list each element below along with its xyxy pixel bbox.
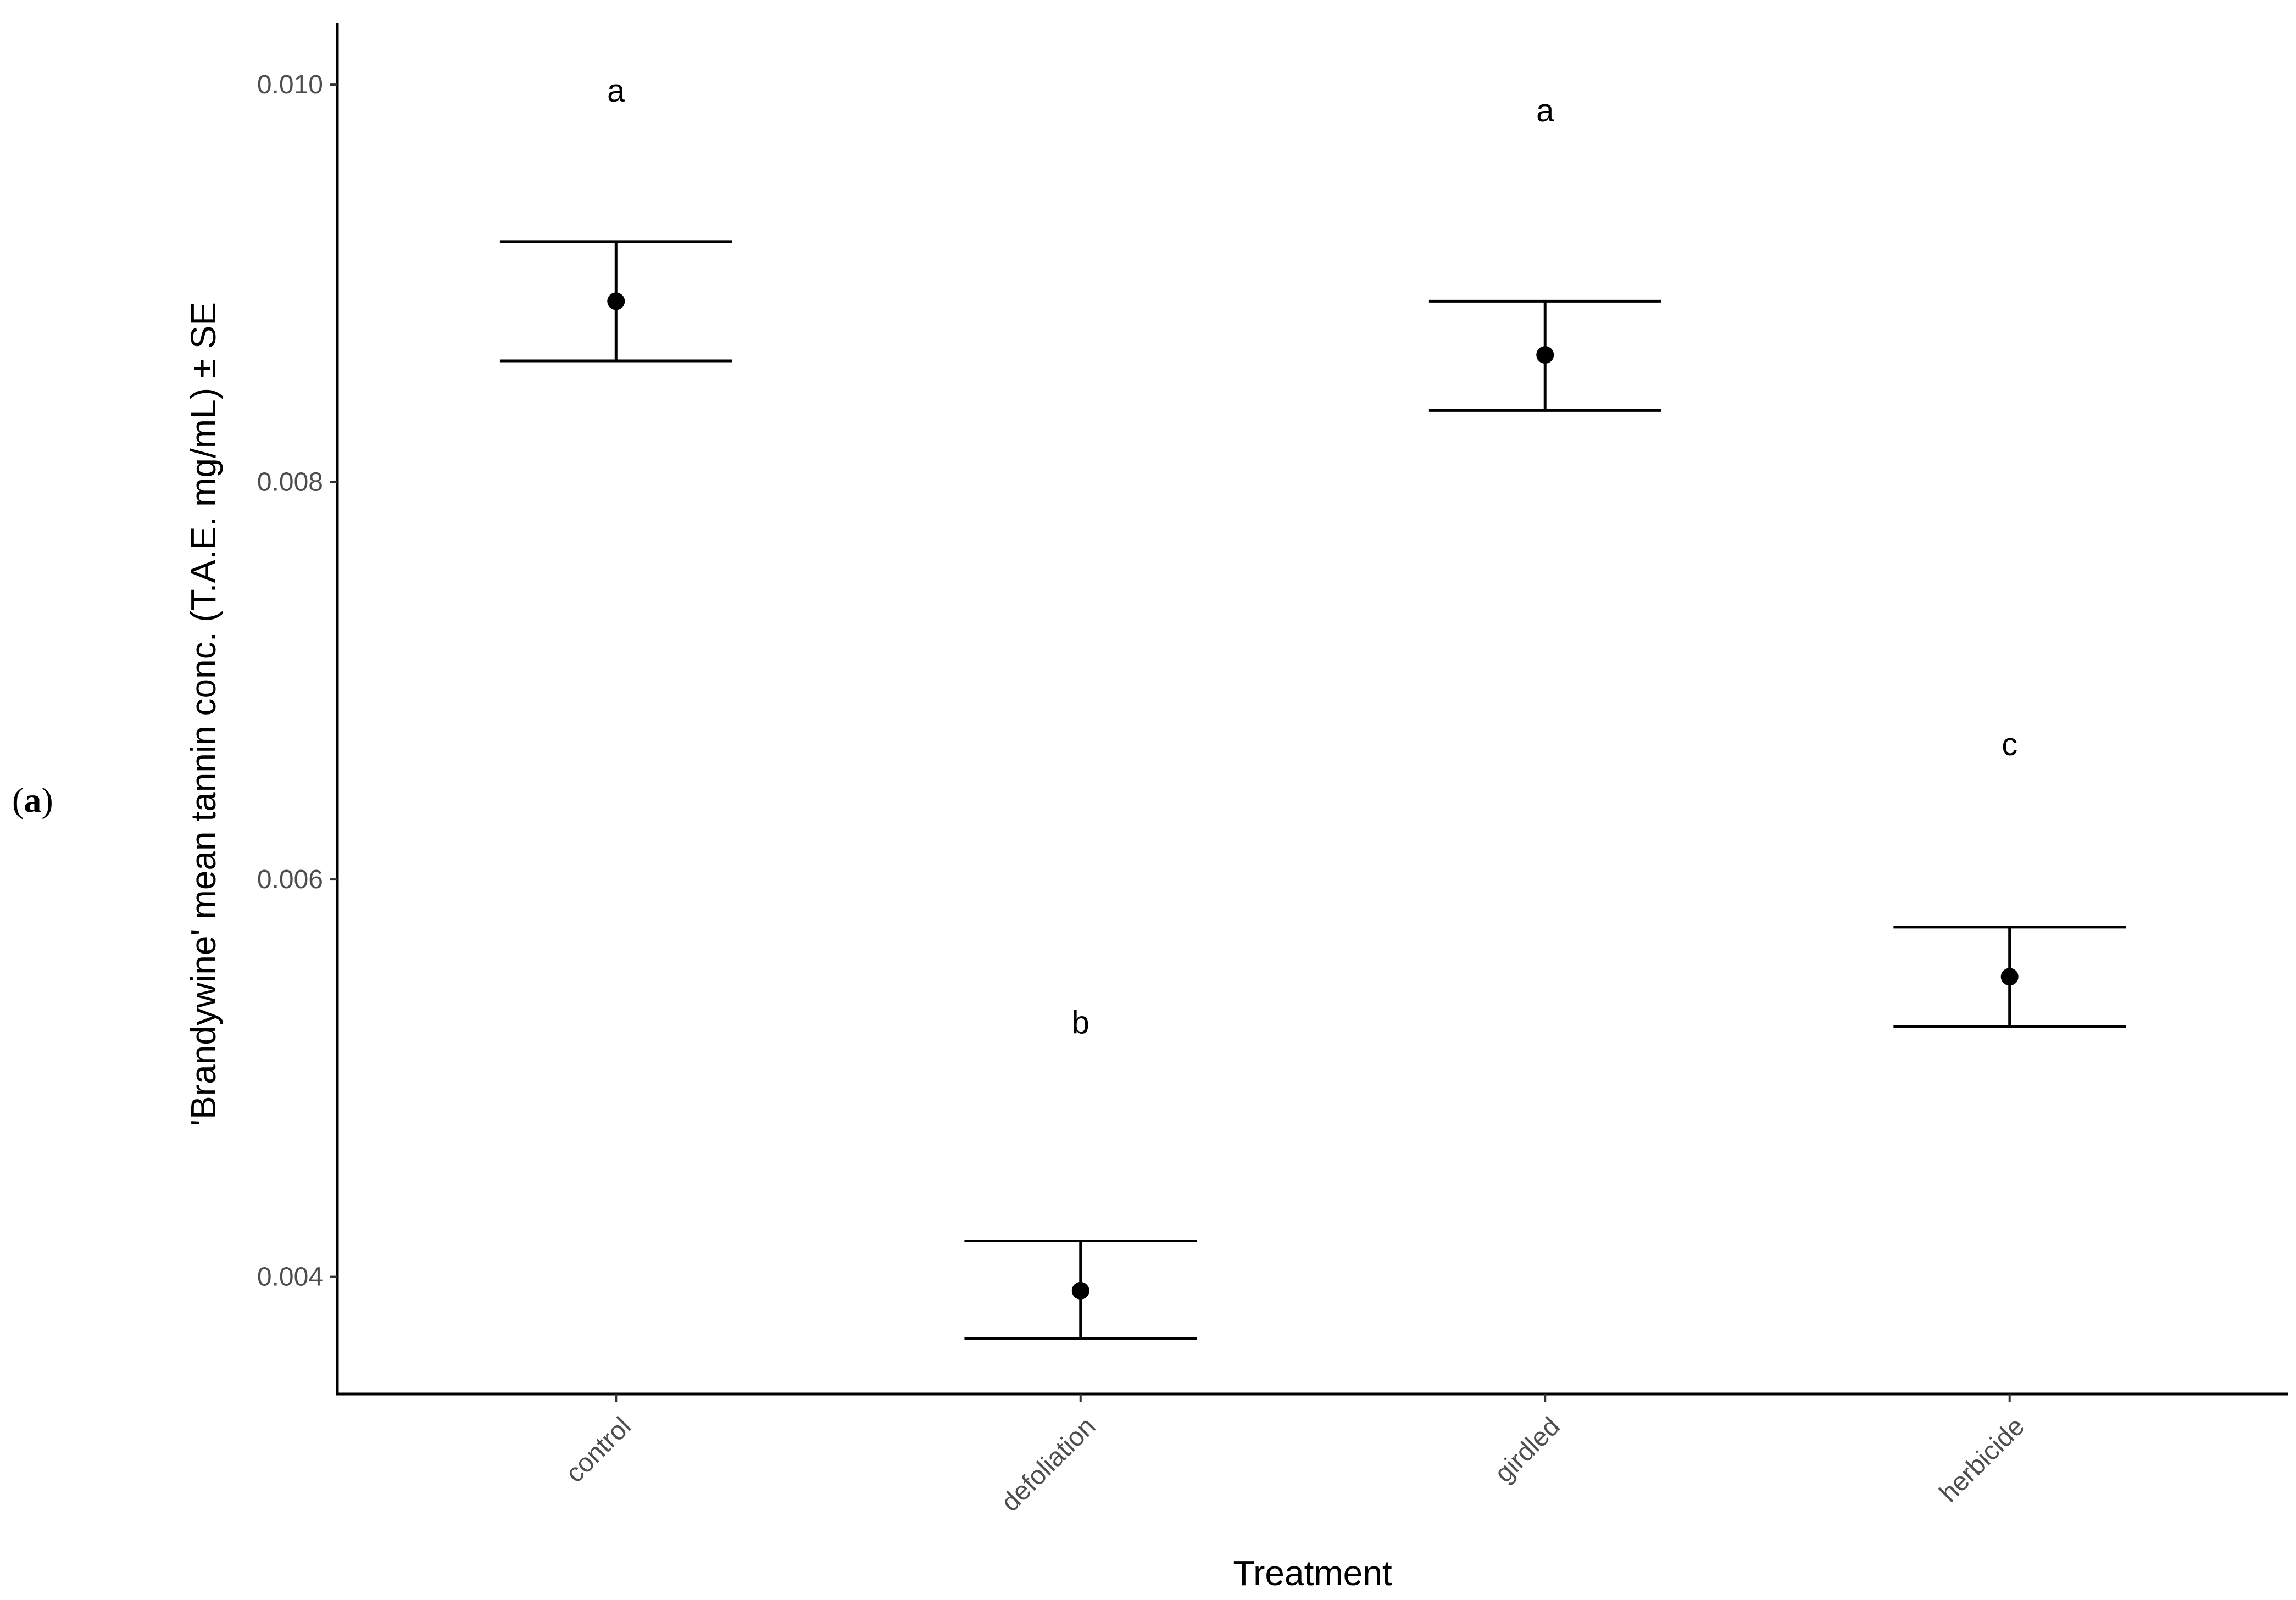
mean-points (607, 292, 2019, 1300)
x-tick-label: herbicide (1934, 1412, 2030, 1508)
x-tick-label: control (560, 1412, 637, 1488)
y-ticks: 0.004 0.006 0.008 0.010 (257, 70, 337, 1292)
mean-point (1536, 346, 1554, 364)
axes (336, 23, 2288, 1396)
significance-letter: c (2002, 727, 2017, 762)
y-tick-label: 0.008 (257, 468, 323, 497)
significance-letter: a (607, 73, 625, 109)
y-tick-label: 0.006 (257, 865, 323, 894)
x-axis-title: Treatment (1233, 1553, 1392, 1593)
significance-letter: a (1536, 93, 1554, 129)
mean-point (607, 292, 625, 310)
significance-letter: b (1072, 1005, 1089, 1041)
mean-point (1071, 1281, 1089, 1300)
y-axis-title: 'Brandywine' mean tannin conc. (T.A.E. m… (184, 302, 223, 1126)
x-tick-label: defoliation (996, 1412, 1101, 1517)
x-ticks: control defoliation girdled herbicide (560, 1394, 2030, 1518)
y-tick-label: 0.004 (257, 1263, 323, 1292)
mean-point (2000, 968, 2019, 986)
error-bars (499, 240, 2126, 1340)
y-tick-label: 0.010 (257, 70, 323, 99)
significance-letters: a b a c (607, 73, 2017, 1041)
x-tick-label: girdled (1489, 1412, 1566, 1488)
panel-label: (a) (12, 781, 53, 819)
